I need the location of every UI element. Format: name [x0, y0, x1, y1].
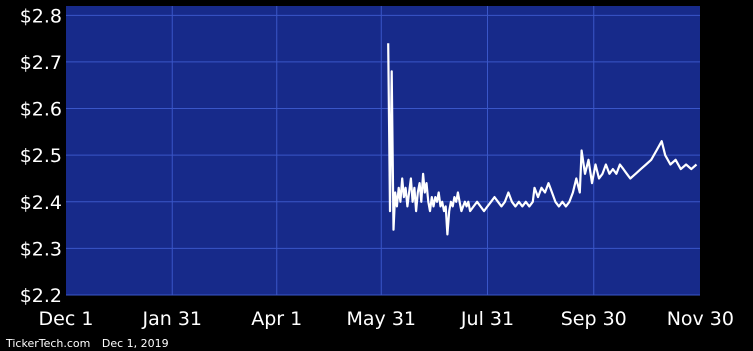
x-tick-label: May 31 [347, 308, 417, 330]
x-tick-label: Nov 30 [667, 308, 734, 330]
price-line [387, 43, 698, 236]
plot-area [66, 6, 700, 295]
x-tick-label: Jan 31 [141, 308, 202, 330]
footer-date: Dec 1, 2019 [102, 337, 169, 350]
footer-source-name: TickerTech.com [5, 337, 90, 350]
x-axis-ticks: Dec 1 Jan 31 Apr 1 May 31 Jul 31 Sep 30 Nov 30 [39, 308, 734, 330]
y-axis-ticks: $2.2 $2.3 $2.4 $2.5 $2.6 $2.7 $2.8 [20, 5, 62, 307]
x-tick-label: Dec 1 [39, 308, 94, 330]
y-tick-label: $2.8 [20, 5, 62, 27]
y-tick-label: $2.3 [20, 238, 62, 260]
x-tick-label: Jul 31 [460, 308, 514, 330]
y-tick-label: $2.4 [20, 192, 62, 214]
grid-lines [66, 6, 700, 296]
x-tick-label: Apr 1 [251, 308, 302, 330]
series-layer [387, 43, 698, 236]
y-tick-label: $2.2 [20, 285, 62, 307]
y-tick-label: $2.5 [20, 145, 62, 167]
y-tick-label: $2.7 [20, 52, 62, 74]
y-tick-label: $2.6 [20, 99, 62, 121]
footer-source: TickerTech.com Dec 1, 2019 [5, 337, 169, 350]
x-tick-label: Sep 30 [561, 308, 627, 330]
